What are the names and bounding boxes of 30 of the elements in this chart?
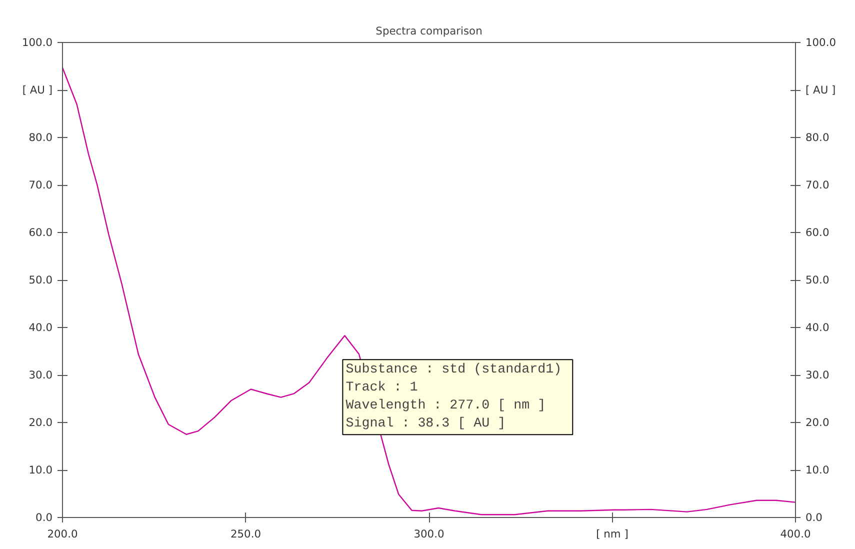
y2-tick-label: [ AU ]: [806, 84, 836, 96]
y2-tick-label: 50.0: [806, 274, 830, 286]
y2-tick-label: 10.0: [806, 464, 830, 476]
y-tick-label: 40.0: [28, 321, 53, 334]
y-tick-label: 10.0: [28, 464, 53, 476]
chart-title: Spectra comparison: [376, 24, 482, 38]
x-tick-label: [ nm ]: [596, 528, 628, 540]
y-tick-label: 50.0: [28, 274, 53, 286]
y2-tick-label: 30.0: [806, 368, 830, 382]
y-tick-label: 0.0: [36, 511, 53, 524]
y-tick-label: 100.0: [22, 36, 53, 49]
y-tick-label: 80.0: [28, 131, 53, 144]
y2-tick-label: 80.0: [806, 131, 830, 144]
x-tick-label: 400.0: [780, 528, 811, 540]
y2-tick-label: 40.0: [806, 321, 830, 334]
y2-tick-label: 100.0: [806, 36, 836, 49]
y-tick-label: 70.0: [28, 178, 53, 192]
y2-tick-label: 20.0: [806, 416, 830, 429]
y2-tick-label: 0.0: [806, 511, 823, 524]
y-tick-label: [ AU ]: [22, 84, 53, 96]
y2-tick-label: 70.0: [806, 178, 830, 192]
x-tick-label: 250.0: [230, 528, 262, 540]
x-tick-label: 200.0: [47, 528, 78, 540]
y2-tick-label: 60.0: [806, 226, 830, 239]
annotation: Substance : std (standard1) Track : 1 Wavelength : 277.0 [ nm ] Signal : 38.3 [ AU ]: [346, 362, 562, 432]
x-tick-label: 300.0: [414, 528, 444, 540]
y-tick-label: 20.0: [28, 416, 53, 429]
y-tick-label: 60.0: [28, 226, 53, 239]
y-tick-label: 30.0: [28, 368, 53, 382]
line-series: [62, 67, 796, 516]
